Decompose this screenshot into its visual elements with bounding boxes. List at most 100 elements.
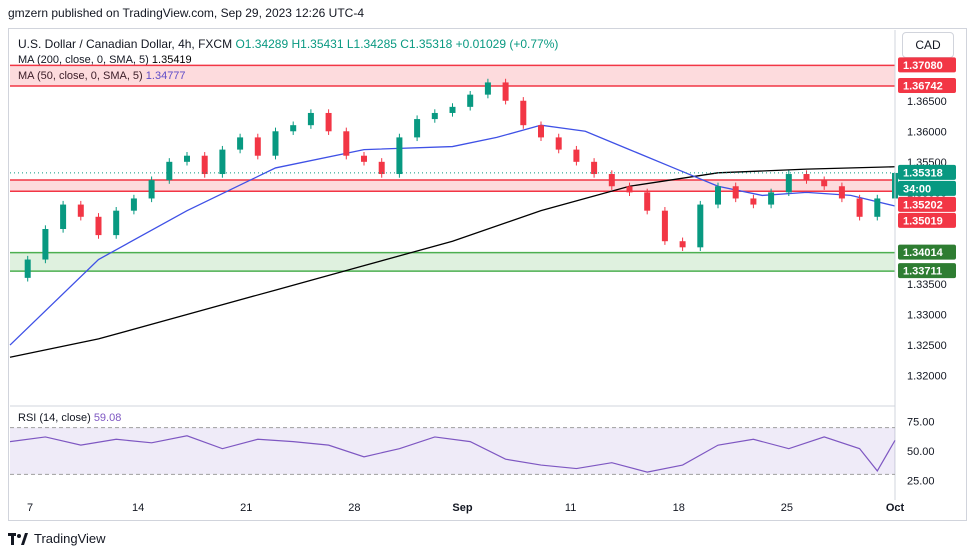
footer-brand: TradingView xyxy=(34,531,106,546)
candle-body xyxy=(272,131,279,156)
y-tick-label: 1.36500 xyxy=(907,96,947,108)
y-tick-label: 1.33500 xyxy=(907,279,947,291)
candle-body xyxy=(573,149,580,162)
candle-body xyxy=(856,198,863,217)
candle-body xyxy=(237,137,244,150)
ma50-layer xyxy=(9,124,896,346)
candle-body xyxy=(555,137,562,150)
price-badge xyxy=(898,244,956,260)
y-tick-label: 1.36000 xyxy=(907,126,947,138)
candle-body xyxy=(361,155,367,162)
price-badge xyxy=(898,212,956,228)
rsi-band xyxy=(10,427,895,475)
candle-body xyxy=(42,229,49,260)
candle-body xyxy=(219,149,226,175)
candle-body xyxy=(113,210,120,236)
symbol-legend: U.S. Dollar / Canadian Dollar, 4h, FXCM … xyxy=(18,37,558,51)
candle-body xyxy=(378,161,385,175)
candle-body xyxy=(608,174,615,187)
price-badge-label: 34:00 xyxy=(903,183,931,195)
candle-body xyxy=(679,241,686,248)
ma200-label: MA (200, close, 0, SMA, 5) xyxy=(18,54,149,66)
x-tick-label: 21 xyxy=(240,502,252,514)
candle-body xyxy=(626,186,633,193)
candle-body xyxy=(715,186,721,205)
chart-frame[interactable] xyxy=(8,28,967,521)
price-badges: 1.37080 1.36742 1.35318 34:00 1.35202 1.35019… xyxy=(898,57,956,279)
candle-body xyxy=(290,125,297,132)
y-tick-label: 1.32000 xyxy=(907,371,947,383)
x-tick-label: 14 xyxy=(132,502,144,514)
price-badge xyxy=(898,180,956,196)
candle-body xyxy=(538,125,544,138)
y-tick-label: 1.32500 xyxy=(907,340,947,352)
candle-body xyxy=(307,112,314,126)
currency-button[interactable]: CAD xyxy=(902,32,954,58)
candle-body xyxy=(661,210,668,242)
candle-body xyxy=(343,131,350,156)
price-badge xyxy=(898,263,956,279)
price-layer xyxy=(10,78,898,282)
ohlc-values: O1.34289 H1.35431 L1.34285 C1.35318 +0.0… xyxy=(235,37,559,51)
ma200-layer xyxy=(9,166,896,358)
candle-body xyxy=(414,119,421,138)
ma50-value: 1.34777 xyxy=(145,70,186,82)
candle-body xyxy=(467,94,474,107)
candle-body xyxy=(24,259,31,278)
candle-body xyxy=(644,192,651,211)
candle-body xyxy=(431,112,438,120)
candle-body xyxy=(768,192,775,205)
price-badge xyxy=(898,196,956,212)
x-tick-label: 25 xyxy=(781,502,793,514)
rsi-legend[interactable]: RSI (14, close) 59.08 xyxy=(18,412,121,424)
candle-body xyxy=(325,112,332,132)
price-badge-label: 1.35019 xyxy=(903,215,943,227)
ma200-line xyxy=(9,166,896,358)
candle-body xyxy=(838,186,845,199)
rsi-pane: 75.00 50.00 25.00 xyxy=(9,405,935,487)
rsi-tick-label: 75.00 xyxy=(907,417,935,429)
candle-body xyxy=(148,180,155,199)
rsi-tick-label: 50.00 xyxy=(907,446,935,458)
ma50-label: MA (50, close, 0, SMA, 5) xyxy=(18,70,143,82)
ma50-line xyxy=(9,124,896,346)
publisher-line: gmzern published on TradingView.com, Sep… xyxy=(8,6,364,20)
candle-body xyxy=(484,82,491,95)
price-badge-label: 1.35318 xyxy=(903,167,943,179)
price-badge-label: 1.35202 xyxy=(903,199,943,211)
candle-body xyxy=(697,204,704,248)
price-badge-label: 1.33711 xyxy=(903,266,942,278)
zone-support xyxy=(10,252,895,272)
ma200-value: 1.35419 xyxy=(151,54,192,66)
price-badge-label: 1.37080 xyxy=(903,60,943,72)
ma200-legend[interactable]: MA (200, close, 0, SMA, 5) 1.35419 xyxy=(18,54,192,66)
candle-body xyxy=(785,174,792,193)
candle-body xyxy=(732,186,739,199)
x-tick-label: Oct xyxy=(886,502,905,514)
candle-body xyxy=(821,180,828,187)
symbol-name: U.S. Dollar / Canadian Dollar, 4h, FXCM xyxy=(18,37,233,51)
candle-body xyxy=(502,82,509,101)
price-badge-label: 1.34014 xyxy=(903,247,944,259)
candle-body xyxy=(750,198,757,205)
x-tick-label: 7 xyxy=(27,502,33,514)
price-badge-label: 1.36742 xyxy=(903,80,943,92)
x-tick-label: 28 xyxy=(348,502,360,514)
candle-body xyxy=(254,137,261,156)
ma50-legend[interactable]: MA (50, close, 0, SMA, 5) 1.34777 xyxy=(18,70,186,82)
rsi-tick-label: 25.00 xyxy=(907,475,935,487)
candle-body xyxy=(874,198,881,217)
x-tick-label: 18 xyxy=(673,502,685,514)
footer: TradingView xyxy=(8,531,106,546)
zone-resistance-mid xyxy=(10,180,895,192)
candle-body xyxy=(803,174,810,181)
rsi-value: 59.08 xyxy=(93,412,122,424)
price-badge xyxy=(898,77,956,93)
candle-body xyxy=(60,204,67,229)
candle-body xyxy=(130,198,137,211)
y-tick-label: 1.33000 xyxy=(907,310,947,322)
candle-body xyxy=(95,216,102,236)
candle-body xyxy=(77,204,84,217)
tradingview-logo-icon xyxy=(8,532,28,545)
